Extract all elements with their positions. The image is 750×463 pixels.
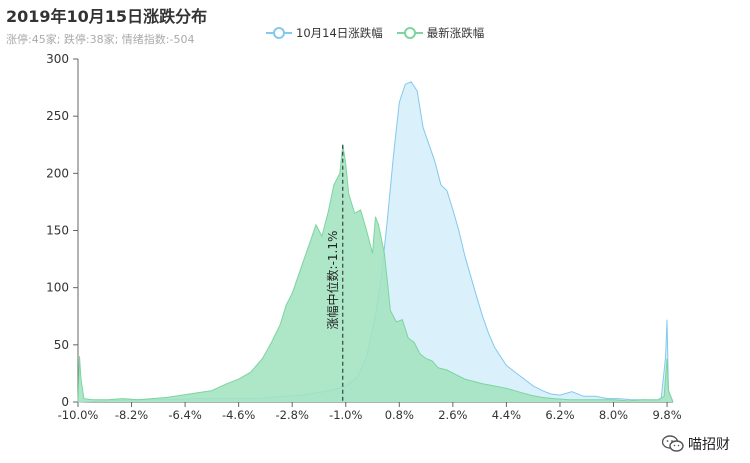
median-label: 涨幅中位数:-1.1% — [325, 231, 340, 330]
y-tick-label: 200 — [46, 166, 69, 180]
legend-item-series-2[interactable]: 最新涨跌幅 — [396, 25, 485, 41]
y-tick-label: 250 — [46, 109, 69, 123]
x-tick-label: -8.2% — [115, 408, 148, 422]
x-tick-label: -1.0% — [329, 408, 362, 422]
x-tick-label: -2.8% — [276, 408, 309, 422]
series-area-2 — [78, 144, 673, 403]
x-tick-label: 2.6% — [438, 408, 467, 422]
chart-title: 2019年10月15日涨跌分布 — [6, 7, 208, 26]
x-tick-label: 0.8% — [385, 408, 414, 422]
y-tick-label: 150 — [46, 224, 69, 238]
x-tick-label: 8.0% — [599, 408, 628, 422]
chart-subtitle: 涨停:45家; 跌停:38家; 情绪指数:-504 — [6, 33, 195, 46]
x-tick-label: -10.0% — [58, 408, 99, 422]
series-line-2 — [77, 144, 674, 403]
legend-label-series-2: 最新涨跌幅 — [426, 26, 485, 40]
x-tick-label: -4.6% — [222, 408, 255, 422]
watermark: 喵招财 — [662, 434, 730, 454]
watermark-text: 喵招财 — [688, 437, 730, 453]
legend-item-series-1[interactable]: 10月14日涨跌幅 — [266, 25, 383, 41]
x-tick-label: 9.8% — [652, 408, 681, 422]
x-tick-label: -6.4% — [168, 408, 201, 422]
x-tick-label: 4.4% — [492, 408, 521, 422]
legend-swatch-series-2 — [396, 27, 423, 39]
y-tick-label: 0 — [61, 395, 69, 409]
wechat-icon — [662, 435, 684, 452]
x-tick-label: 6.2% — [545, 408, 574, 422]
legend-label-series-1: 10月14日涨跌幅 — [296, 26, 383, 40]
y-tick-label: 300 — [46, 52, 69, 66]
y-tick-label: 50 — [54, 338, 69, 352]
legend-swatch-series-1 — [266, 27, 292, 39]
legend: 10月14日涨跌幅 最新涨跌幅 — [266, 25, 498, 41]
y-tick-label: 100 — [46, 281, 69, 295]
